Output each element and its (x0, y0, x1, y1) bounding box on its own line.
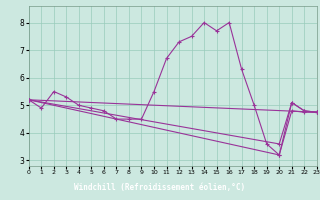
Text: Windchill (Refroidissement éolien,°C): Windchill (Refroidissement éolien,°C) (75, 183, 245, 192)
